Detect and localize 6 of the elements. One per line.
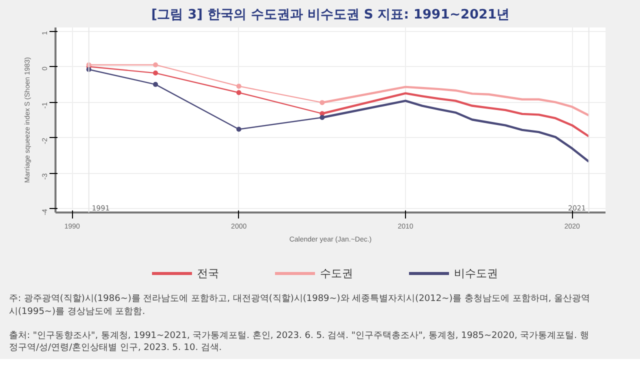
text: 주: 광주광역(직할)시(1986~)를 전라남도에 포함하고, 대전광역(직할)시(1989~)와 세종특별자치시(2012~)를 충청남도에 포함하며, 울산광역시(1995~)를 경상남도에 포함함. xyxy=(9,293,591,318)
chart-title: [그림 3] 한국의 수도권과 비수도권 S 지표: 1991~2021년 xyxy=(151,8,510,22)
source-note: 출처: "인구동향조사", 통계청, 1991~2021, 국가통계포털. 혼인, 2023. 6. 5. 검색. "인구주택총조사", 통계청, 1985~2020, 국가통계포털. 행정구역/성/연령/혼인상태별 인구, 2023. 5. 10. 검색. xyxy=(9,330,590,354)
legend-label: 수도권 xyxy=(320,266,353,282)
legend-label: 비수도권 xyxy=(454,266,498,282)
legend-label: 전국 xyxy=(197,266,219,282)
